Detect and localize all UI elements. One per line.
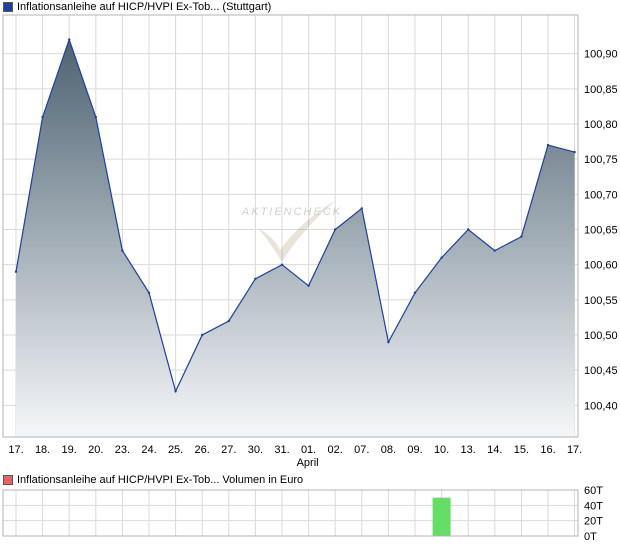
y-tick-label: 100,75 [584, 154, 618, 166]
watermark-text: AKTIENCHECK [241, 206, 342, 218]
price-point [387, 340, 390, 344]
price-plot-frame [2, 14, 579, 438]
y-tick-label: 100,55 [584, 295, 618, 307]
price-point [94, 115, 98, 119]
x-month-label: April [297, 457, 319, 469]
volume-y-tick-label: 20T [584, 516, 603, 528]
volume-legend-swatch [3, 475, 13, 485]
price-area-fill [16, 39, 575, 437]
x-tick-label: 13. [461, 444, 476, 456]
price-point [413, 291, 417, 294]
x-tick-label: 16. [540, 444, 555, 456]
price-point [41, 115, 44, 119]
price-point [14, 270, 18, 273]
volume-bar [432, 497, 451, 536]
y-tick-label: 100,45 [584, 365, 618, 377]
y-tick-label: 100,65 [584, 225, 618, 237]
x-tick-label: 25. [168, 444, 183, 456]
volume-y-tick-label: 0T [584, 531, 597, 543]
price-point [201, 333, 204, 337]
price-point [280, 263, 284, 266]
price-chart: 100,40 100,45 100,50 100,55 100,60 100,65 100,… [2, 14, 618, 469]
x-tick-label: 15. [514, 444, 529, 456]
x-tick-label: 23. [115, 444, 130, 456]
x-tick-label: 10. [434, 444, 449, 456]
volume-y-tick-label: 60T [584, 486, 603, 497]
volume-legend: Inflationsanleihe auf HICP/HVPI Ex-Tob..… [3, 473, 303, 487]
y-tick-label: 100,40 [584, 400, 618, 412]
x-tick-label: 17. [8, 444, 23, 456]
y-tick-label: 100,70 [584, 189, 618, 201]
x-tick-label: 27. [221, 444, 236, 456]
price-point [174, 390, 177, 393]
price-legend-swatch [3, 2, 13, 12]
x-tick-label: 14. [487, 444, 502, 456]
x-tick-label: 09. [407, 444, 422, 456]
x-tick-label: 30. [248, 444, 263, 456]
price-point [254, 277, 257, 280]
price-point [573, 150, 576, 154]
x-tick-label: 18. [35, 444, 50, 456]
price-point [334, 228, 337, 231]
y-tick-label: 100,60 [584, 260, 618, 272]
price-point [467, 228, 470, 231]
price-point [121, 249, 124, 252]
volume-chart: 0T 20T 40T 60T [2, 486, 603, 543]
price-point [440, 256, 443, 259]
price-point [546, 143, 550, 147]
watermark-logo: AKTIENCHECK [241, 200, 342, 262]
volume-y-tick-label: 40T [584, 500, 603, 512]
y-tick-label: 100,85 [584, 84, 618, 96]
y-tick-label: 100,80 [584, 119, 618, 131]
price-legend-label: Inflationsanleihe auf HICP/HVPI Ex-Tob..… [17, 1, 272, 13]
y-tick-label: 100,90 [584, 49, 618, 61]
x-tick-label: 19. [62, 444, 77, 456]
price-point [147, 291, 151, 294]
volume-plot-frame [2, 489, 579, 537]
x-tick-label: 31. [274, 444, 289, 456]
price-point [227, 319, 230, 323]
volume-legend-label: Inflationsanleihe auf HICP/HVPI Ex-Tob..… [17, 474, 304, 486]
x-tick-label: 26. [195, 444, 210, 456]
x-tick-label: 17. [567, 444, 582, 456]
x-tick-label: 01. [301, 444, 316, 456]
watermark-check [258, 200, 336, 262]
price-point [360, 207, 363, 210]
x-tick-label: 08. [381, 444, 396, 456]
price-legend: Inflationsanleihe auf HICP/HVPI Ex-Tob..… [3, 0, 271, 14]
price-line [15, 37, 575, 394]
price-point [493, 249, 496, 252]
price-point [307, 284, 310, 287]
x-tick-label: 02. [328, 444, 343, 456]
price-point [520, 235, 523, 238]
price-point [68, 38, 71, 41]
x-tick-label: 20. [88, 444, 103, 456]
x-tick-label: 07. [354, 444, 369, 456]
y-tick-label: 100,50 [584, 330, 618, 342]
x-tick-label: 24. [141, 444, 156, 456]
